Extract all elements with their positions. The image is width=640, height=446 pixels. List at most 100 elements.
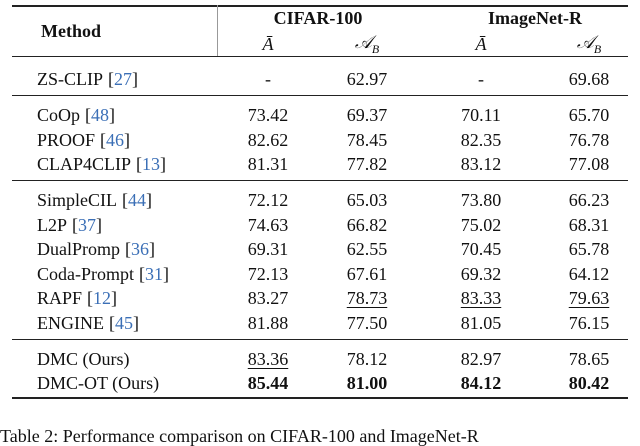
value-cell: 78.12 xyxy=(346,348,388,369)
value-cell: 78.73 xyxy=(346,288,388,308)
value-cell: 77.50 xyxy=(346,312,388,333)
rule xyxy=(12,95,628,96)
value-cell: 75.02 xyxy=(460,214,502,235)
subscript: B xyxy=(371,41,380,56)
value-cell: 72.13 xyxy=(247,263,289,284)
value-cell: 78.65 xyxy=(568,348,610,369)
value-cell: 82.62 xyxy=(247,129,289,150)
method-name: ENGINE [45] xyxy=(37,314,139,332)
value-cell: 65.70 xyxy=(568,105,610,125)
method: L2P xyxy=(37,214,68,235)
value-cell: 69.68 xyxy=(568,69,610,89)
method: DualPromp xyxy=(37,239,120,259)
header-method: Method xyxy=(41,21,101,41)
method-name: DMC (Ours) xyxy=(37,350,130,368)
caption: Table 2: Performance comparison on CIFAR… xyxy=(0,426,479,446)
value-cell: 85.44 xyxy=(247,373,289,393)
citation[interactable]: [31] xyxy=(139,263,169,284)
citation[interactable]: [36] xyxy=(125,239,155,259)
value-cell: 82.35 xyxy=(460,129,502,150)
value-cell: 83.12 xyxy=(460,154,502,174)
method-name: SimpleCIL [44] xyxy=(37,191,152,209)
value-cell: 76.15 xyxy=(568,312,610,333)
symbol: Ā xyxy=(475,34,487,54)
value-cell: 62.55 xyxy=(346,239,388,259)
method: CLAP4CLIP xyxy=(37,154,132,174)
value-cell: 70.11 xyxy=(461,105,501,125)
value-cell: 82.97 xyxy=(460,348,502,369)
symbol: 𝒜 xyxy=(576,32,594,53)
value-cell: 64.12 xyxy=(568,263,610,284)
value-cell: 81.00 xyxy=(346,373,388,393)
value-cell: 81.88 xyxy=(247,312,289,333)
method-name: Coda-Prompt [31] xyxy=(37,265,169,283)
value-cell: 81.31 xyxy=(247,154,289,174)
value-cell: 70.45 xyxy=(460,239,502,259)
method: PROOF xyxy=(37,129,96,150)
method: CoOp xyxy=(37,105,81,125)
method-name: PROOF [46] xyxy=(37,131,130,149)
value-cell: 68.31 xyxy=(568,214,610,235)
value-cell: 65.03 xyxy=(346,190,388,210)
header-group: CIFAR-100 xyxy=(273,8,363,28)
value-cell: 83.36 xyxy=(247,348,289,369)
citation[interactable]: [44] xyxy=(122,190,152,210)
method: RAPF xyxy=(37,288,83,308)
value-cell: 78.45 xyxy=(346,129,388,150)
value-cell: - xyxy=(265,69,271,89)
rule xyxy=(12,180,628,181)
citation[interactable]: [48] xyxy=(85,105,116,125)
citation[interactable]: [37] xyxy=(72,214,103,235)
symbol: Ā xyxy=(262,34,274,54)
citation[interactable]: [27] xyxy=(108,69,139,89)
method-name: CLAP4CLIP [13] xyxy=(37,155,166,173)
citation[interactable]: [45] xyxy=(108,312,139,333)
value-cell: 72.12 xyxy=(247,190,289,210)
value-cell: 65.78 xyxy=(568,239,610,259)
sub-header: 𝒜B xyxy=(355,33,379,55)
method: ZS-CLIP xyxy=(37,69,104,89)
method-name: L2P [37] xyxy=(37,216,102,234)
value-cell: - xyxy=(478,69,484,89)
rule xyxy=(12,397,628,399)
citation[interactable]: [13] xyxy=(136,154,167,174)
method: SimpleCIL xyxy=(37,190,117,210)
method-name: DualPromp [36] xyxy=(37,240,155,258)
value-cell: 77.08 xyxy=(568,154,610,174)
symbol: 𝒜 xyxy=(354,32,372,53)
value-cell: 80.42 xyxy=(568,373,610,393)
value-cell: 81.05 xyxy=(460,312,502,333)
value-cell: 83.27 xyxy=(247,288,289,308)
value-cell: 76.78 xyxy=(568,129,610,150)
value-cell: 83.33 xyxy=(460,288,502,308)
method: DMC-OT (Ours) xyxy=(37,373,160,393)
value-cell: 84.12 xyxy=(460,373,502,393)
value-cell: 77.82 xyxy=(346,154,388,174)
value-cell: 62.97 xyxy=(346,69,388,89)
value-cell: 67.61 xyxy=(346,263,388,284)
value-cell: 66.82 xyxy=(346,214,388,235)
method-name: ZS-CLIP [27] xyxy=(37,70,138,88)
method-name: RAPF [12] xyxy=(37,289,117,307)
citation[interactable]: [12] xyxy=(87,288,118,308)
value-cell: 73.80 xyxy=(460,190,502,210)
sub-header: Ā xyxy=(476,35,487,53)
sub-header: 𝒜B xyxy=(577,33,601,55)
method: Coda-Prompt xyxy=(37,263,134,284)
column-divider xyxy=(217,5,218,56)
value-cell: 69.37 xyxy=(346,105,388,125)
citation[interactable]: [46] xyxy=(100,129,131,150)
method-name: DMC-OT (Ours) xyxy=(37,374,159,392)
sub-header: Ā xyxy=(263,35,274,53)
header-group: ImageNet-R xyxy=(488,8,582,28)
method: ENGINE xyxy=(37,312,104,333)
value-cell: 79.63 xyxy=(568,288,610,308)
subscript: B xyxy=(593,41,602,56)
value-cell: 69.32 xyxy=(460,263,502,284)
method: DMC (Ours) xyxy=(37,348,130,369)
rule xyxy=(12,56,628,57)
rule xyxy=(12,338,628,340)
value-cell: 73.42 xyxy=(247,105,289,125)
value-cell: 74.63 xyxy=(247,214,289,235)
